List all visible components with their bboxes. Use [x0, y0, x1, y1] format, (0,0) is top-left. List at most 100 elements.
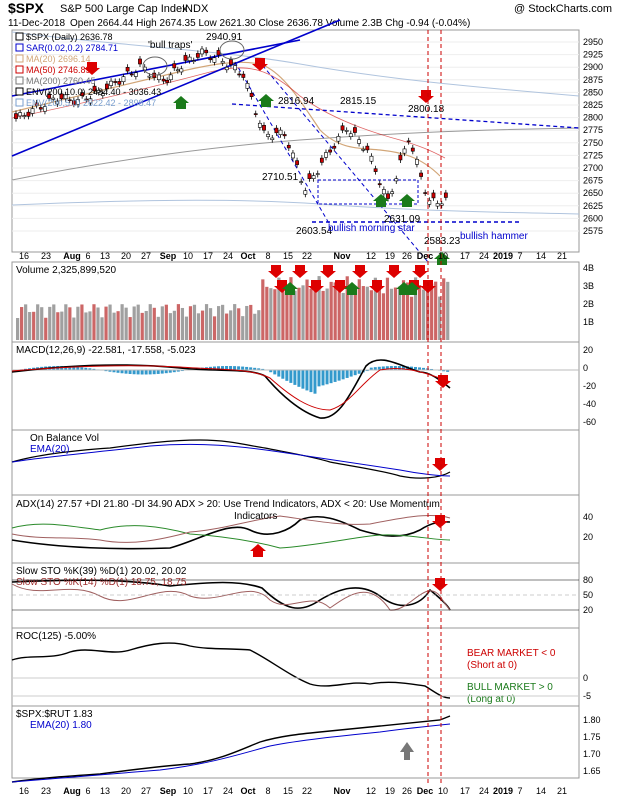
candle-body — [18, 112, 23, 117]
x-tick-label: 2019 — [493, 251, 513, 261]
volume-bar — [337, 287, 341, 340]
volume-bar — [418, 285, 422, 340]
roc-line — [11, 642, 451, 699]
macd-tick: -20 — [583, 381, 596, 391]
macd-bar — [156, 370, 160, 374]
volume-bar — [289, 277, 293, 340]
volume-bar — [80, 304, 84, 340]
volume-bar — [225, 313, 229, 340]
candle-body — [377, 183, 382, 186]
buy-arrow — [434, 252, 450, 265]
candle-body — [307, 173, 312, 180]
volume-tick: 3B — [583, 281, 594, 291]
x-tick-label: 13 — [100, 786, 110, 796]
volume-bar — [196, 313, 201, 340]
candle-body — [92, 85, 97, 92]
volume-bar — [413, 277, 418, 340]
volume-bar — [293, 290, 297, 340]
volume-bar — [446, 281, 450, 340]
volume-bar — [277, 277, 281, 340]
ratio-tick: 1.70 — [583, 749, 601, 759]
volume-bar — [212, 316, 217, 340]
volume-bar — [36, 304, 40, 340]
volume-bars — [16, 276, 450, 340]
macd-tick: 20 — [583, 345, 593, 355]
macd-tick: 0 — [583, 363, 588, 373]
candle-body — [295, 160, 299, 165]
candle-body — [361, 149, 366, 151]
obv-ema — [11, 443, 451, 477]
legend-entry: MA(50) 2746.89 — [26, 65, 91, 75]
x-tick-label: 15 — [283, 786, 293, 796]
falling-wedge-2 — [257, 59, 429, 263]
candle-body — [138, 58, 142, 65]
x-tick-label: 17 — [203, 251, 213, 261]
sto39-legend: Slow STO %K(39) %D(1) 20.02, 20.02 — [16, 566, 187, 577]
candle-body — [365, 145, 370, 151]
volume-bar — [353, 290, 357, 340]
x-axis-bottom: 16 23 Aug 6 13 20 27 Sep 10 17 24 Oct 8 15 22 Nov 12 19 26… — [19, 786, 567, 796]
volume-bar — [221, 304, 225, 340]
candle-body — [183, 55, 188, 61]
volume-bar — [16, 318, 20, 340]
adx-tick: 40 — [583, 512, 593, 522]
candle-body — [80, 92, 85, 97]
x-tick-label: 24 — [223, 786, 233, 796]
price-tick: 2800 — [583, 113, 603, 123]
macd-bar — [301, 370, 305, 389]
x-tick-label: 10 — [183, 786, 193, 796]
env-lower — [11, 199, 580, 215]
candle-body — [249, 93, 254, 97]
x-tick-label: 20 — [121, 786, 131, 796]
candle-body — [394, 178, 399, 182]
volume-bar — [144, 310, 148, 340]
legend-swatch — [15, 54, 24, 63]
candle-body — [113, 81, 118, 83]
candle-body — [195, 53, 200, 58]
candle-body — [22, 115, 27, 117]
candle-body — [125, 67, 130, 72]
x-tick-label: 17 — [203, 786, 213, 796]
sto14-legend: Slow STO %K(14) %D(1) 18.75, 18.75 — [16, 577, 187, 588]
volume-bar — [192, 304, 197, 340]
legend-swatch — [15, 87, 24, 96]
candle-body — [121, 76, 126, 83]
chart-symbol: $SPX — [8, 0, 44, 16]
volume-bar — [405, 282, 410, 340]
candle-body — [43, 106, 47, 112]
candle-body — [147, 75, 152, 78]
volume-bar — [365, 286, 369, 340]
volume-bar — [233, 304, 237, 340]
candle-body — [282, 134, 287, 137]
annot-bullish-hammer: bullish hammer — [460, 231, 528, 242]
candle-body — [291, 152, 295, 159]
buy-arrow — [399, 194, 415, 207]
obv-ema-legend: EMA(20) — [30, 444, 69, 455]
x-tick-label: 17 — [460, 251, 470, 261]
minus-di-line — [11, 515, 451, 543]
candle-body — [299, 181, 304, 183]
volume-bar — [140, 312, 144, 340]
buy-arrow — [344, 282, 360, 295]
volume-bar — [20, 307, 24, 340]
macd-bar — [237, 366, 241, 371]
macd-bar — [385, 366, 389, 371]
macd-bar — [136, 370, 140, 375]
macd-bar — [405, 366, 409, 371]
candle-body — [319, 157, 324, 163]
candle-body — [109, 80, 113, 86]
volume-tick: 1B — [583, 317, 594, 327]
volume-bar — [377, 284, 381, 340]
volume-bar — [40, 307, 44, 340]
macd-bar — [293, 370, 297, 385]
candle-body — [204, 49, 209, 54]
volume-bar — [108, 304, 112, 340]
annot-2710: 2710.51 — [262, 172, 299, 183]
volume-bar — [116, 311, 120, 340]
x-tick-label: 8 — [265, 251, 270, 261]
macd-bar — [369, 367, 373, 371]
sell-arrow — [432, 578, 448, 591]
candle-body — [419, 172, 423, 177]
candle-body — [439, 203, 444, 206]
